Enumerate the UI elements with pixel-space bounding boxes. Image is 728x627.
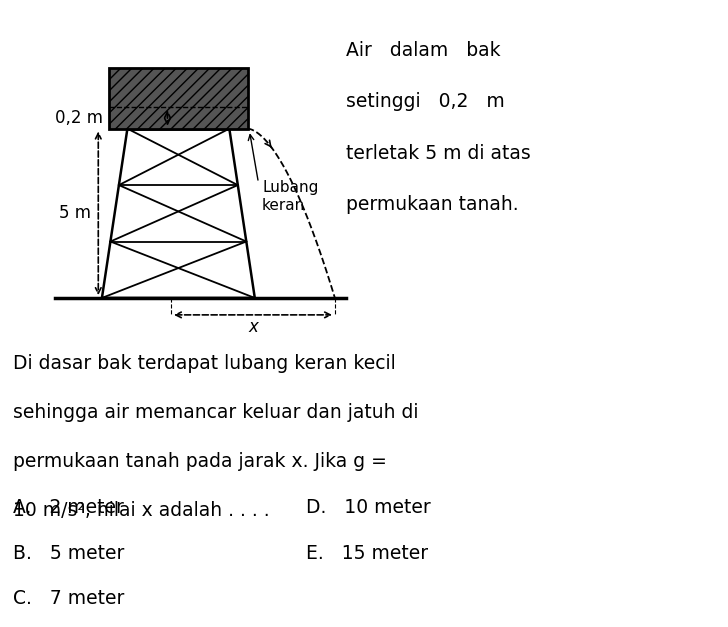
- Text: setinggi   0,2   m: setinggi 0,2 m: [346, 92, 505, 111]
- Text: terletak 5 m di atas: terletak 5 m di atas: [346, 144, 531, 162]
- Text: Air   dalam   bak: Air dalam bak: [346, 41, 500, 60]
- Text: D.   10 meter: D. 10 meter: [306, 498, 430, 517]
- Text: A.   2 meter: A. 2 meter: [13, 498, 124, 517]
- Text: 10 m/s², nilai x adalah . . . .: 10 m/s², nilai x adalah . . . .: [13, 501, 270, 520]
- Text: Di dasar bak terdapat lubang keran kecil: Di dasar bak terdapat lubang keran kecil: [13, 354, 396, 373]
- Text: permukaan tanah pada jarak x. Jika g =: permukaan tanah pada jarak x. Jika g =: [13, 452, 387, 471]
- Text: Lubang
keran: Lubang keran: [262, 180, 318, 213]
- Bar: [109, 68, 248, 129]
- Text: 0,2 m: 0,2 m: [55, 109, 103, 127]
- Text: x: x: [248, 319, 258, 336]
- Text: 5 m: 5 m: [59, 204, 91, 223]
- Text: B.   5 meter: B. 5 meter: [13, 544, 124, 562]
- Text: C.   7 meter: C. 7 meter: [13, 589, 124, 608]
- Text: E.   15 meter: E. 15 meter: [306, 544, 428, 562]
- Text: sehingga air memancar keluar dan jatuh di: sehingga air memancar keluar dan jatuh d…: [13, 403, 419, 422]
- Text: permukaan tanah.: permukaan tanah.: [346, 195, 518, 214]
